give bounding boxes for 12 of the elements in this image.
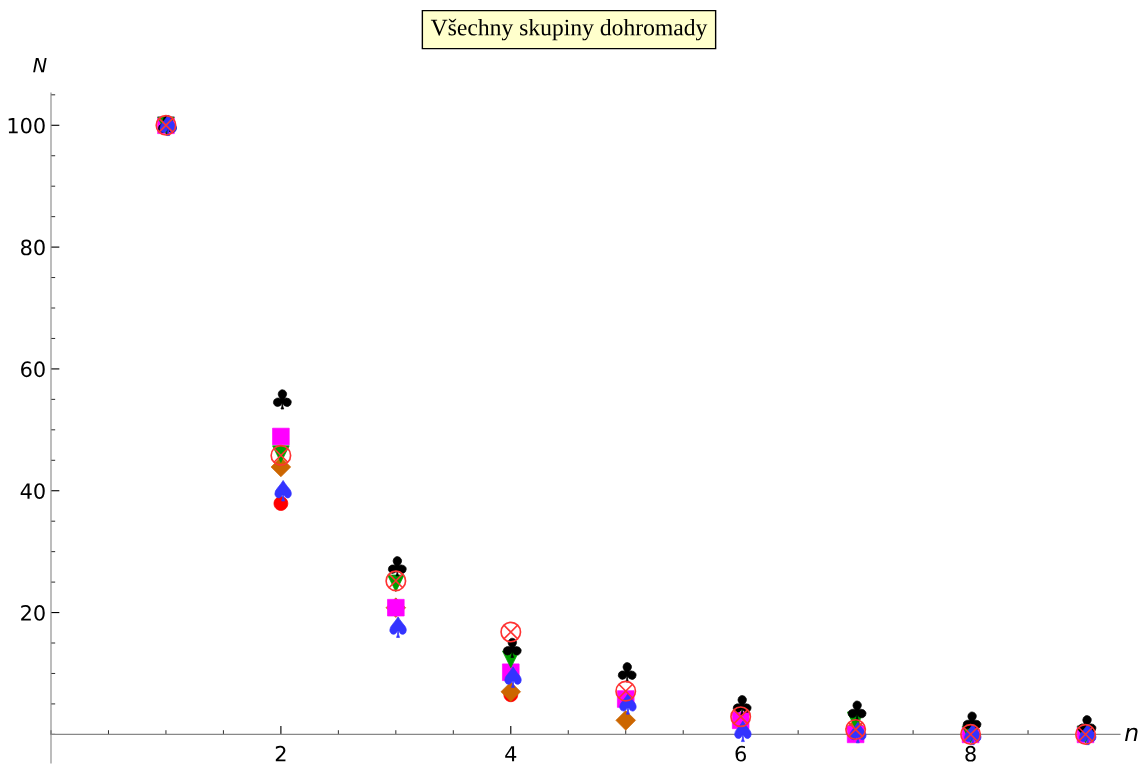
x-tick-label: 2 bbox=[275, 745, 286, 762]
y-tick-label: 80 bbox=[21, 239, 45, 256]
y-axis-title: N bbox=[33, 58, 47, 73]
x-axis-title: n bbox=[1125, 727, 1138, 741]
y-tick-label: 100 bbox=[8, 117, 45, 134]
y-tick-label: 40 bbox=[20, 483, 45, 499]
x-tick-label: 8 bbox=[965, 745, 976, 762]
y-tick-label: 20 bbox=[21, 605, 45, 621]
x-tick-label: 6 bbox=[735, 745, 746, 762]
y-tick-label: 60 bbox=[21, 361, 45, 378]
chart-title: Všechny skupiny dohromady bbox=[430, 18, 708, 41]
x-tick-label: 4 bbox=[505, 746, 517, 762]
